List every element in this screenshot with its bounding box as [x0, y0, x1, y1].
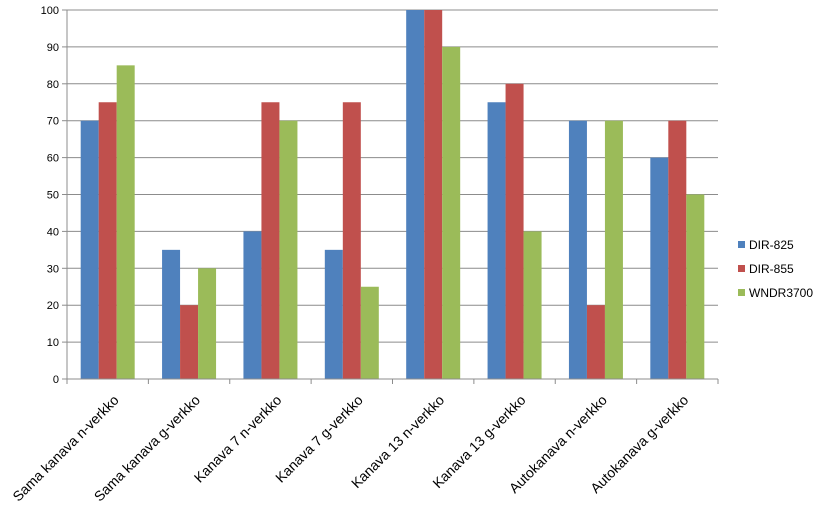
y-tick-label: 80 — [47, 79, 59, 91]
bar-wndr3700 — [442, 46, 461, 380]
bar-wndr3700 — [198, 268, 217, 379]
y-axis-ticks: 0 10 20 30 40 50 60 70 80 90 100 — [41, 5, 67, 386]
bar-wndr3700 — [686, 194, 705, 379]
bar-dir-855 — [261, 102, 280, 379]
legend-label: WNDR3700 — [749, 286, 813, 300]
y-tick-label: 50 — [47, 190, 59, 202]
axes — [66, 10, 719, 384]
bar-dir-825 — [487, 102, 506, 379]
bar-wndr3700 — [523, 231, 542, 379]
y-tick-label: 70 — [47, 116, 59, 128]
bar-dir-855 — [342, 102, 361, 379]
category-label: Kanava 7 g-verkko — [272, 392, 366, 486]
bar-dir-855 — [98, 102, 117, 379]
y-tick-label: 60 — [47, 153, 59, 165]
bar-dir-855 — [180, 305, 199, 379]
y-tick-label: 40 — [47, 226, 59, 238]
legend-label: DIR-855 — [749, 262, 794, 276]
bar-wndr3700 — [360, 286, 379, 379]
bar-dir-825 — [162, 249, 181, 379]
y-tick-label: 100 — [41, 5, 59, 17]
category-label: Kanava 7 n-verkko — [191, 392, 285, 486]
bar-dir-855 — [505, 83, 524, 380]
bar-dir-855 — [586, 305, 605, 379]
y-tick-label: 30 — [47, 263, 59, 275]
bar-dir-825 — [650, 157, 669, 379]
legend-swatch — [738, 289, 745, 296]
y-tick-label: 0 — [53, 374, 59, 386]
legend-label: DIR-825 — [749, 238, 794, 252]
y-tick-label: 20 — [47, 300, 59, 312]
bar-wndr3700 — [604, 120, 623, 379]
legend: DIR-825 DIR-855 WNDR3700 — [738, 238, 813, 300]
bar-dir-825 — [243, 231, 262, 379]
bar-dir-825 — [80, 120, 99, 379]
legend-swatch — [738, 241, 745, 248]
y-tick-label: 10 — [47, 337, 59, 349]
bar-dir-855 — [668, 120, 687, 379]
bar-wndr3700 — [116, 65, 135, 379]
bar-dir-825 — [568, 120, 587, 379]
bar-wndr3700 — [279, 120, 298, 379]
bar-dir-855 — [424, 10, 443, 379]
bar-dir-825 — [406, 10, 425, 379]
bars — [80, 10, 705, 380]
y-tick-label: 90 — [47, 42, 59, 54]
legend-swatch — [738, 265, 745, 272]
bar-dir-825 — [324, 249, 343, 379]
